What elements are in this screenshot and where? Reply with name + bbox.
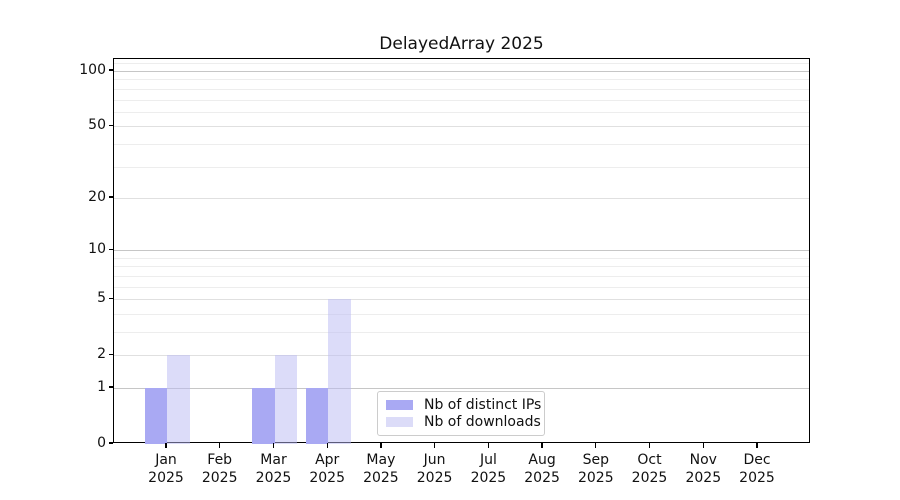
major-gridline: [114, 299, 809, 301]
x-tick-mark: [648, 443, 651, 448]
y-tick-label: 1: [97, 379, 106, 395]
major-gridline: [114, 197, 809, 199]
x-tick-mark: [433, 443, 436, 448]
y-tick-mark: [108, 196, 113, 198]
x-tick-mark: [272, 443, 275, 448]
y-tick-label: 0: [97, 435, 106, 451]
y-tick-mark: [108, 124, 113, 126]
x-tick-mark: [702, 443, 704, 448]
legend: Nb of distinct IPs Nb of downloads: [377, 391, 545, 436]
x-tick-label: Jun 2025: [416, 452, 453, 486]
x-tick-label: Nov 2025: [685, 452, 722, 486]
x-tick-label: Aug 2025: [524, 452, 560, 486]
minor-gridline: [114, 313, 809, 315]
chart-title: DelayedArray 2025: [379, 34, 544, 54]
minor-gridline: [114, 257, 809, 259]
bars-layer: [114, 59, 809, 444]
y-tick-mark: [108, 69, 113, 71]
x-tick-label: Feb 2025: [201, 452, 238, 486]
x-tick-mark: [326, 443, 328, 448]
y-tick-label: 100: [79, 62, 106, 78]
y-tick-label: 20: [88, 188, 106, 205]
x-tick-label: Sep 2025: [577, 452, 614, 486]
y-tick-mark: [108, 248, 113, 250]
x-tick-mark: [380, 443, 382, 448]
x-tick-label: May 2025: [363, 452, 399, 486]
y-tick-label: 2: [97, 346, 106, 363]
x-tick-label: Jul 2025: [470, 452, 507, 486]
minor-gridline: [114, 286, 809, 288]
x-tick-label: Oct 2025: [631, 452, 668, 486]
bar-mar-distinct-ips: [252, 388, 275, 444]
minor-gridline: [114, 166, 809, 168]
major-gridline: [114, 250, 809, 252]
minor-gridline: [114, 111, 809, 113]
y-tick-mark: [108, 297, 113, 299]
minor-gridline: [114, 143, 809, 145]
x-tick-label: Dec 2025: [739, 452, 775, 486]
plot-area: [113, 58, 810, 444]
x-tick-mark: [595, 443, 597, 448]
y-tick-mark: [108, 353, 113, 355]
minor-gridline: [114, 332, 809, 333]
x-tick-mark: [219, 443, 221, 448]
minor-gridline: [114, 88, 809, 90]
bar-jan-distinct-ips: [144, 388, 167, 444]
major-gridline: [114, 71, 809, 72]
major-gridline: [114, 388, 809, 389]
minor-gridline: [114, 266, 809, 268]
bar-mar-downloads: [274, 355, 297, 444]
x-tick-label: Jan 2025: [148, 452, 184, 486]
x-tick-mark: [487, 443, 490, 448]
major-gridline: [114, 355, 809, 357]
x-tick-mark: [756, 443, 758, 448]
legend-swatch-downloads: [386, 416, 413, 428]
legend-swatch-distinct-ips: [386, 399, 413, 411]
legend-item-downloads: Nb of downloads: [386, 414, 541, 430]
bar-apr-distinct-ips: [305, 388, 329, 444]
y-tick-label: 5: [97, 290, 106, 307]
legend-label-downloads: Nb of downloads: [424, 414, 541, 430]
x-tick-mark: [165, 443, 167, 448]
y-tick-mark: [108, 386, 113, 388]
x-tick-mark: [541, 443, 543, 448]
minor-gridline: [114, 99, 809, 101]
minor-gridline: [114, 275, 809, 277]
minor-gridline: [114, 79, 809, 81]
y-tick-label: 50: [88, 117, 106, 134]
major-gridline: [114, 126, 809, 128]
bar-jan-downloads: [167, 355, 190, 444]
x-tick-label: Mar 2025: [255, 452, 292, 486]
x-tick-label: Apr 2025: [309, 452, 345, 486]
minor-gridline: [114, 63, 809, 65]
gridlines-layer: [114, 59, 809, 442]
legend-label-distinct-ips: Nb of distinct IPs: [424, 397, 542, 413]
legend-item-distinct-ips: Nb of distinct IPs: [386, 397, 541, 413]
y-tick-mark: [108, 442, 113, 444]
bar-apr-downloads: [328, 299, 351, 444]
y-tick-label: 10: [88, 241, 106, 258]
